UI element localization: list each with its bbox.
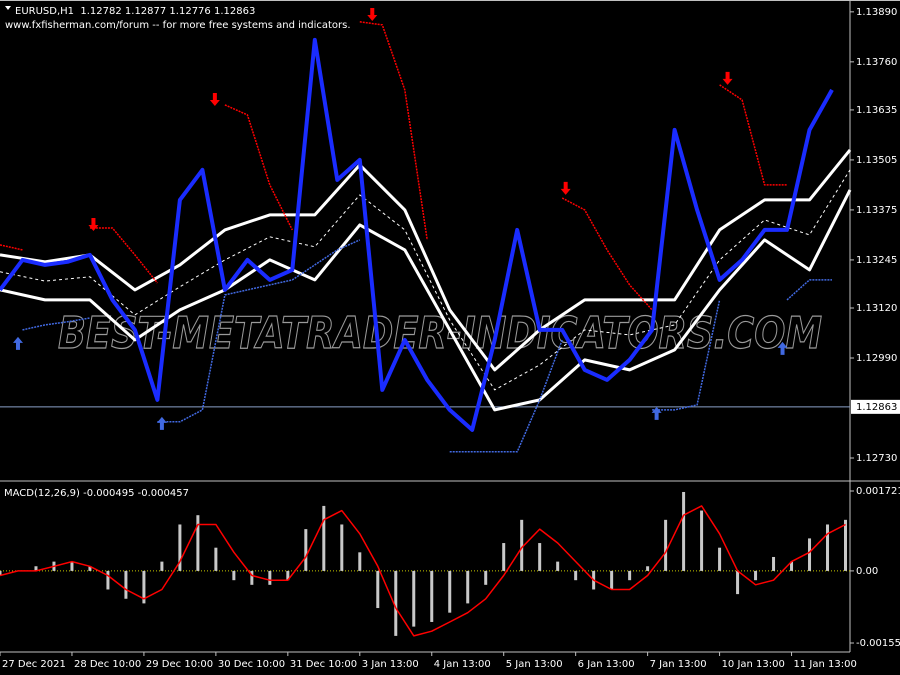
histogram-bar	[574, 570, 578, 581]
histogram-bar	[844, 519, 848, 571]
y-tick-label: 1.13375	[856, 205, 897, 216]
down-arrow	[722, 71, 733, 85]
histogram-bar	[826, 524, 830, 571]
histogram-bar	[322, 505, 326, 571]
histogram-bar	[790, 561, 794, 571]
histogram-bar	[124, 570, 128, 599]
x-tick-label: 30 Dec 10:00	[218, 659, 285, 670]
histogram-bar	[358, 552, 362, 571]
y-tick-label: 1.13760	[856, 57, 897, 68]
histogram-bar	[610, 570, 614, 590]
histogram-bar	[304, 529, 308, 571]
histogram-bar	[808, 538, 812, 571]
series-line	[0, 37, 834, 432]
histogram-bar	[394, 570, 398, 636]
down-arrow	[209, 93, 220, 106]
chart-title: EURUSD,H1 1.12782 1.12877 1.12776 1.1286…	[15, 6, 255, 17]
histogram-bar	[556, 561, 560, 571]
histogram-bar	[178, 524, 182, 571]
histogram-bar	[502, 543, 506, 571]
series-line	[0, 189, 852, 412]
y-tick-label: 1.13505	[856, 155, 897, 166]
histogram-bar	[412, 570, 416, 627]
x-tick-label: 3 Jan 13:00	[362, 659, 419, 670]
watermark: BEST-METATRADER-INDICATORS.COM	[58, 308, 822, 359]
x-tick-label: 27 Dec 2021	[2, 659, 66, 670]
x-tick-label: 28 Dec 10:00	[74, 659, 141, 670]
indicator-title: MACD(12,26,9) -0.000495 -0.000457	[4, 488, 189, 499]
histogram-bar	[538, 543, 542, 571]
histogram-bar	[214, 547, 218, 571]
up-arrow	[156, 416, 167, 430]
histogram-bar	[466, 570, 470, 604]
series-line	[22, 239, 832, 453]
y-tick-label: 1.13245	[856, 255, 897, 266]
y-tick-label: 1.12990	[856, 353, 897, 364]
x-tick-label: 10 Jan 13:00	[722, 659, 785, 670]
histogram-bar	[718, 547, 722, 571]
histogram-bar	[736, 570, 740, 595]
histogram-bar	[682, 491, 686, 571]
histogram-bar	[700, 510, 704, 571]
down-arrow	[88, 218, 99, 231]
histogram-bar	[34, 566, 38, 571]
x-tick-label: 11 Jan 13:00	[794, 659, 857, 670]
histogram-bar	[268, 570, 272, 585]
histogram-bar	[160, 561, 164, 571]
y-tick-label: -0.001553	[856, 638, 900, 649]
x-tick-label: 5 Jan 13:00	[506, 659, 563, 670]
up-arrow	[12, 336, 23, 350]
subtitle: www.fxfisherman.com/forum -- for more fr…	[5, 20, 351, 31]
histogram-bar	[340, 524, 344, 571]
down-arrow	[560, 181, 571, 195]
last-price-box	[851, 399, 900, 414]
histogram-bar	[286, 570, 290, 581]
last-price-label: 1.12863	[856, 402, 897, 413]
y-tick-label: 1.13890	[856, 7, 897, 18]
series-line	[0, 21, 787, 311]
y-tick-label: 0.00	[856, 566, 878, 577]
x-tick-label: 6 Jan 13:00	[578, 659, 635, 670]
histogram-bar	[754, 570, 758, 581]
histogram-bar	[250, 570, 254, 585]
x-tick-label: 31 Dec 10:00	[290, 659, 357, 670]
up-arrow	[651, 406, 662, 420]
histogram-bar	[628, 570, 632, 581]
histogram-bar	[196, 515, 200, 571]
histogram-bar	[430, 570, 434, 622]
histogram-bar	[772, 556, 776, 571]
histogram-bar	[376, 570, 380, 609]
x-tick-label: 7 Jan 13:00	[650, 659, 707, 670]
menu-triangle[interactable]	[5, 6, 11, 10]
signal-line	[0, 505, 846, 637]
histogram-bar	[106, 570, 110, 590]
histogram-bar	[664, 519, 668, 571]
histogram-bar	[520, 519, 524, 571]
histogram-bar	[0, 570, 2, 576]
x-tick-label: 29 Dec 10:00	[146, 659, 213, 670]
histogram-bar	[142, 570, 146, 604]
x-tick-label: 4 Jan 13:00	[434, 659, 491, 670]
y-tick-label: 0.001721	[856, 486, 900, 497]
histogram-bar	[70, 561, 74, 571]
y-tick-label: 1.13635	[856, 105, 897, 116]
histogram-bar	[484, 570, 488, 585]
histogram-bar	[646, 566, 650, 571]
series-line	[0, 169, 851, 391]
histogram-bar	[448, 570, 452, 613]
series-line	[0, 148, 852, 372]
histogram-bar	[232, 570, 236, 581]
plot-layer: 1.13890 1.13760 1.13635 1.13505 1.13375 1.132…	[0, 7, 900, 670]
down-arrow	[367, 8, 378, 21]
histogram-bar	[88, 566, 92, 571]
y-tick-label: 1.12730	[856, 453, 897, 464]
y-tick-label: 1.13120	[856, 303, 897, 314]
up-arrow	[777, 341, 788, 355]
